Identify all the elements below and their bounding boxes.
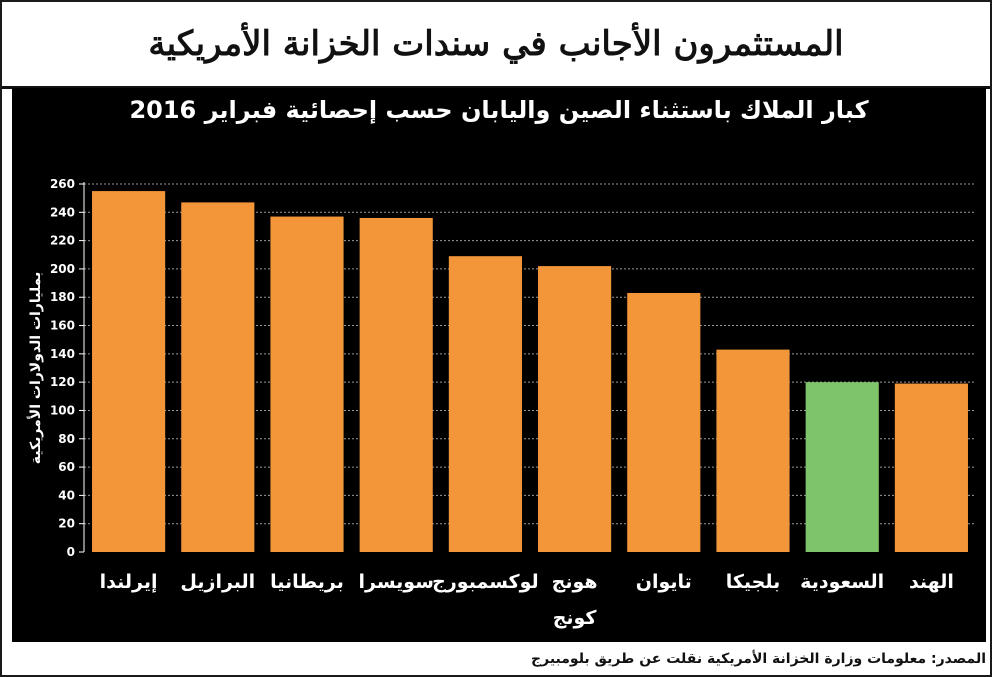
- x-tick-label: سويسرا: [358, 571, 433, 593]
- bar: [448, 256, 522, 552]
- y-tick-label: 220: [50, 234, 75, 248]
- bar-chart: 0 20 40 60 80 100 120 140 160 180 200 220 240 260 بملي…: [27, 177, 976, 629]
- y-tick-label: 80: [58, 432, 75, 446]
- x-tick-label: تايوان: [636, 571, 692, 593]
- header-bar: المستثمرون الأجانب في سندات الخزانة الأم…: [2, 2, 990, 89]
- bar: [270, 216, 344, 553]
- source-note: المصدر: معلومات وزارة الخزانة الأمريكية …: [531, 651, 986, 667]
- bar: [181, 202, 255, 552]
- x-tick-label: إيرلندا: [100, 571, 158, 593]
- y-tick-label: 260: [50, 177, 75, 191]
- chart-panel: 0 20 40 60 80 100 120 140 160 180 200 220 240 260 بملي…: [12, 88, 986, 642]
- x-tick-label: الهند: [909, 571, 954, 593]
- x-tick-label: بلجيكا: [726, 571, 781, 593]
- y-tick-label: 200: [50, 262, 75, 276]
- x-tick-label: كونج: [553, 607, 598, 629]
- y-tick-label: 120: [50, 375, 75, 389]
- footer: المصدر: معلومات وزارة الخزانة الأمريكية …: [12, 643, 986, 675]
- y-tick-label: 100: [50, 403, 75, 417]
- chart-title: كبار الملاك باستثناء الصين واليابان حسب …: [129, 96, 869, 124]
- bar: [805, 382, 879, 552]
- y-tick-label: 0: [67, 545, 75, 559]
- y-tick-label: 60: [58, 460, 75, 474]
- x-tick-label: هونج: [552, 571, 598, 593]
- bar: [627, 292, 701, 552]
- y-tick-label: 20: [58, 517, 75, 531]
- x-tick-label: البرازيل: [180, 571, 255, 593]
- bar: [894, 383, 968, 552]
- bar: [92, 191, 166, 553]
- bar: [359, 217, 433, 552]
- x-tick-label: بريطانيا: [270, 571, 344, 593]
- x-tick-label: لوكسمبورج: [432, 571, 538, 593]
- bar: [716, 349, 790, 552]
- y-tick-label: 180: [50, 290, 75, 304]
- x-tick-label: السعودية: [800, 571, 884, 593]
- bar: [538, 266, 612, 552]
- y-axis-label: بمليارات الدولارات الأمريكية: [27, 272, 44, 464]
- y-tick-label: 140: [50, 347, 75, 361]
- page-title: المستثمرون الأجانب في سندات الخزانة الأم…: [148, 24, 844, 64]
- y-tick-label: 240: [50, 205, 75, 219]
- y-tick-label: 160: [50, 319, 75, 333]
- y-tick-label: 40: [58, 488, 75, 502]
